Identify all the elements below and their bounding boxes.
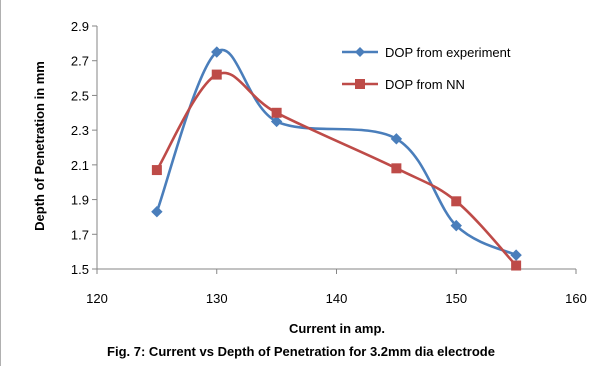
data-point-diamond bbox=[151, 206, 163, 218]
legend-marker-diamond bbox=[355, 47, 365, 57]
data-point-square bbox=[211, 69, 222, 80]
data-point-square bbox=[391, 163, 402, 174]
series-line bbox=[155, 71, 518, 267]
legend-item: DOP from NN bbox=[342, 77, 465, 92]
data-point-square bbox=[511, 260, 522, 271]
y-tick-label: 2.5 bbox=[71, 88, 89, 103]
legend-marker-square bbox=[355, 79, 365, 89]
y-tick-label: 1.7 bbox=[71, 227, 89, 242]
figure-caption: Fig. 7: Current vs Depth of Penetration … bbox=[107, 344, 495, 359]
data-point-square bbox=[151, 165, 162, 176]
data-point-diamond bbox=[270, 115, 283, 128]
x-tick-label: 150 bbox=[445, 291, 467, 306]
y-tick-label: 1.5 bbox=[71, 262, 89, 277]
legend: DOP from experiment DOP from NN bbox=[342, 45, 511, 92]
data-point-diamond bbox=[510, 249, 522, 261]
data-point-diamond bbox=[450, 219, 462, 232]
x-axis-label: Current in amp. bbox=[289, 321, 385, 336]
series-layer bbox=[151, 46, 522, 271]
series-experiment bbox=[151, 46, 522, 261]
legend-label: DOP from NN bbox=[385, 77, 465, 92]
y-tick-label: 1.9 bbox=[71, 193, 89, 208]
x-tick-label: 130 bbox=[206, 291, 228, 306]
left-page-rule bbox=[0, 0, 1, 366]
axes: 1.5 1.7 1.9 2.1 2.3 2.5 2.7 2.9 120 130 140 150 160 bbox=[71, 19, 587, 306]
data-point-square bbox=[271, 107, 282, 118]
series-nn bbox=[151, 69, 522, 271]
y-tick-label: 2.1 bbox=[71, 158, 89, 173]
y-tick-label: 2.7 bbox=[71, 54, 89, 69]
y-axis-label: Depth of Penetration in mm bbox=[32, 61, 47, 231]
y-tick-label: 2.9 bbox=[71, 19, 89, 34]
data-point-diamond bbox=[211, 46, 223, 58]
legend-item: DOP from experiment bbox=[342, 45, 511, 60]
x-tick-label: 160 bbox=[565, 291, 587, 306]
x-tick-label: 120 bbox=[86, 291, 108, 306]
x-tick-label: 140 bbox=[326, 291, 348, 306]
data-point-square bbox=[451, 196, 462, 207]
y-tick-label: 2.3 bbox=[71, 123, 89, 138]
legend-label: DOP from experiment bbox=[385, 45, 511, 60]
data-point-diamond bbox=[390, 133, 403, 145]
